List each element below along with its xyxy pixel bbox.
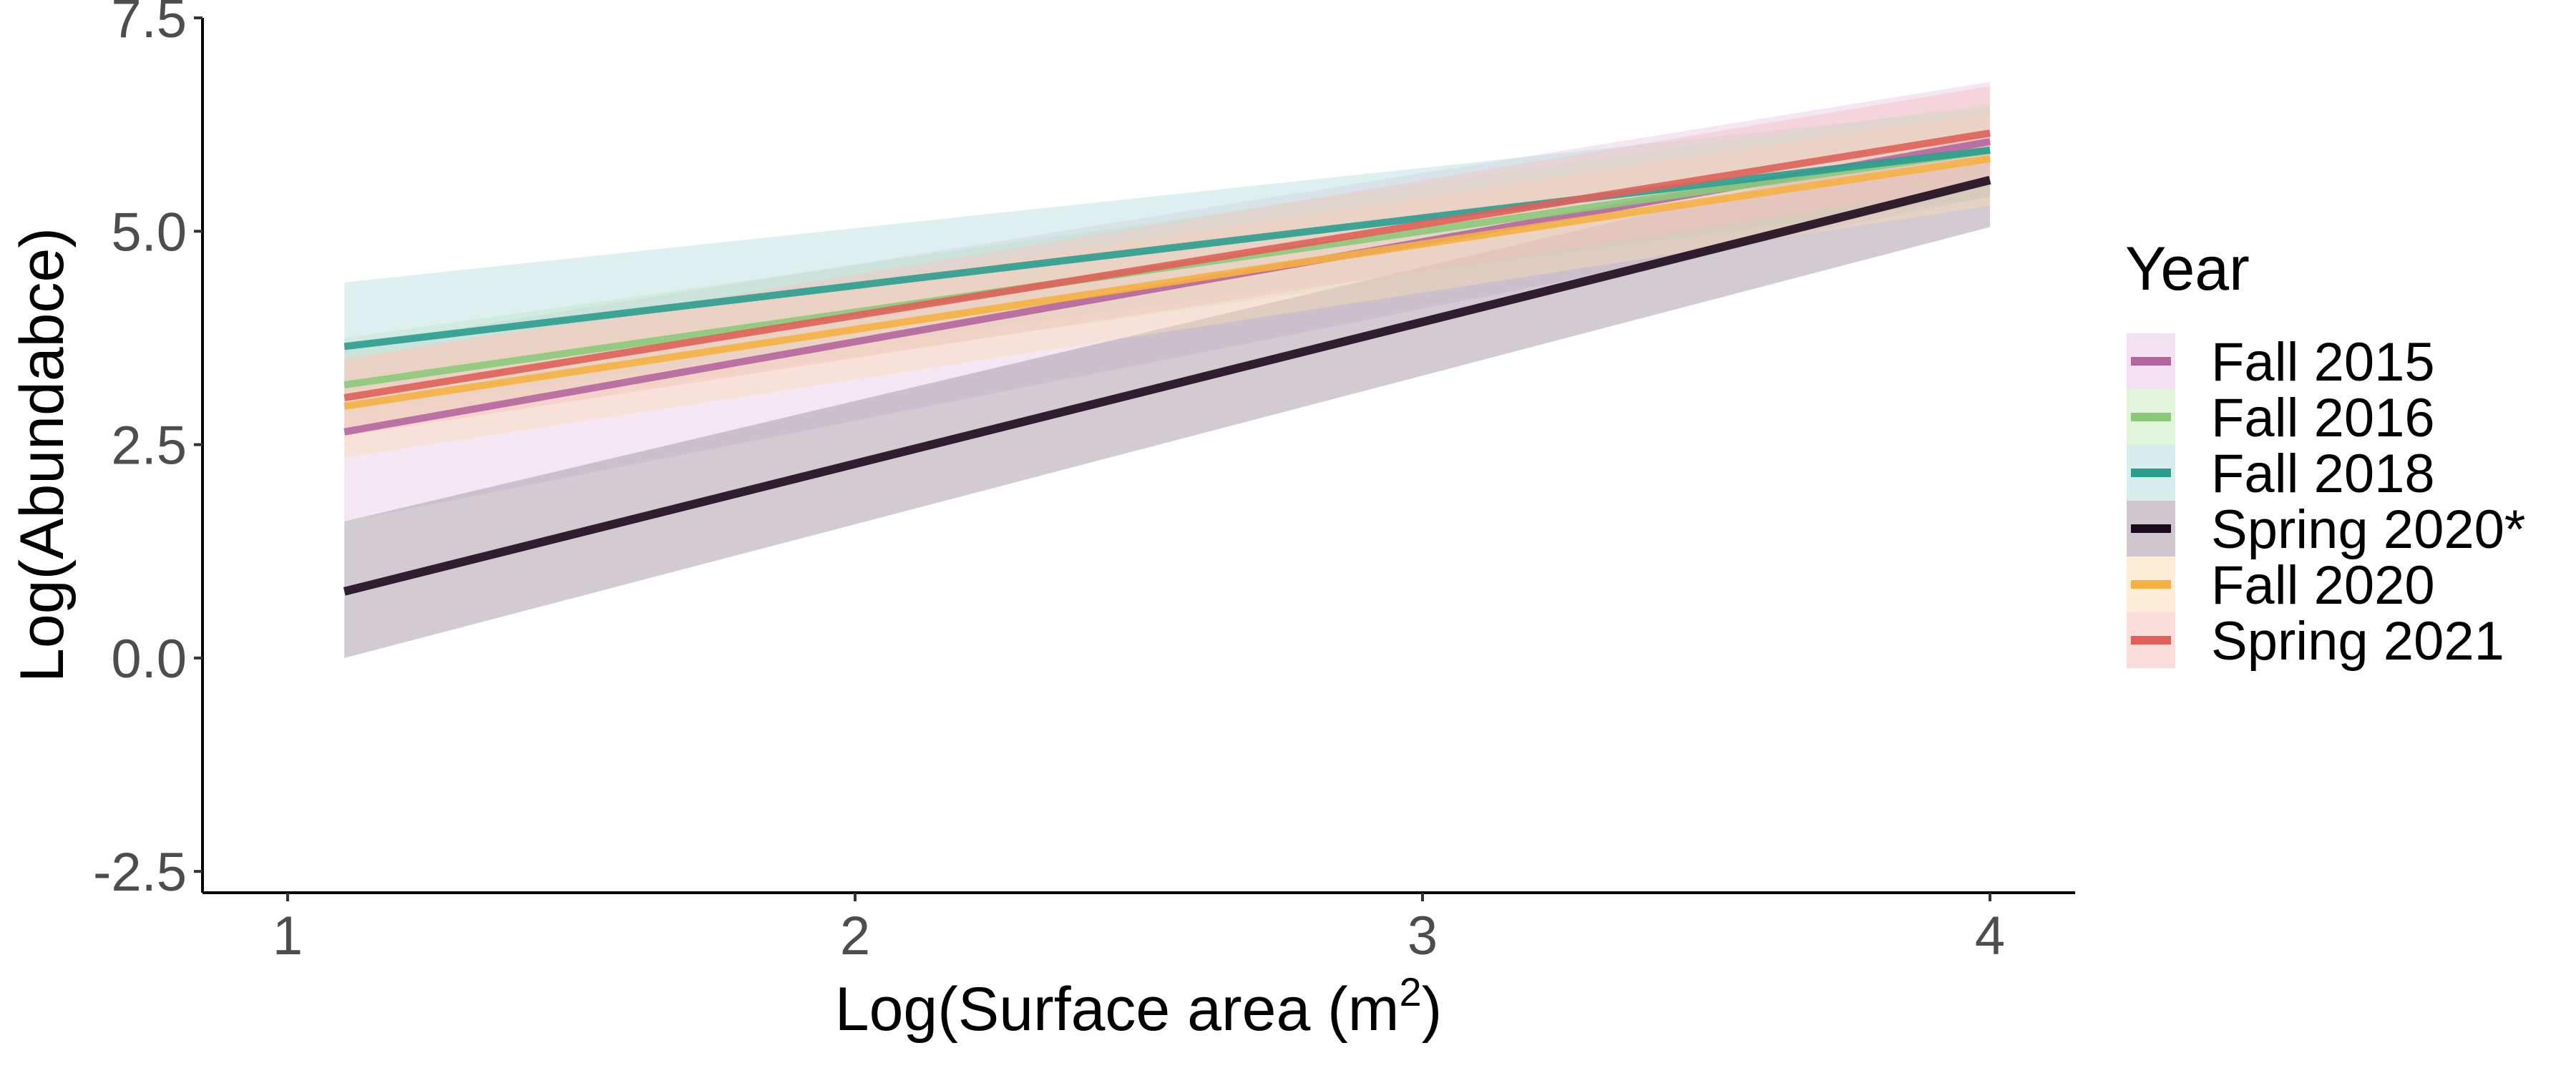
y-tick-label: 7.5 [111,0,187,49]
legend-item: Spring 2021 [2127,611,2504,672]
x-axis-title-main: Log(Surface area (m [835,975,1400,1044]
legend-item: Fall 2020 [2127,555,2435,616]
legend-label: Fall 2016 [2211,388,2435,449]
x-axis-ticks: 1 2 3 4 [273,893,2005,966]
regression-lines [343,129,1991,596]
confidence-band-0 [344,82,1991,521]
legend-label: Spring 2021 [2211,611,2504,672]
x-tick-label: 1 [273,906,303,966]
y-tick-label: -2.5 [93,842,187,903]
confidence-band-5 [344,86,1991,436]
legend-item: Fall 2016 [2127,388,2435,449]
x-axis-title-suffix: ) [1422,975,1443,1044]
legend-label: Fall 2020 [2211,555,2435,616]
series-line-2 [343,146,1991,351]
x-tick-label: 2 [840,906,870,966]
legend-title: Year [2125,235,2250,303]
series-line-3 [343,175,1991,596]
x-tick-label: 3 [1407,906,1438,966]
x-axis-title: Log(Surface area (m2) [835,969,1443,1044]
series-line-5 [343,129,1991,401]
legend-item: Fall 2018 [2127,444,2435,504]
legend-label: Fall 2015 [2211,332,2435,393]
legend-label: Spring 2020* [2211,499,2525,560]
plot-area [343,82,1991,658]
y-tick-label: 0.0 [111,629,187,690]
series-line-4 [343,155,1991,410]
y-tick-label: 5.0 [111,202,187,263]
y-axis-ticks: -2.5 0.0 2.5 5.0 7.5 [93,0,203,903]
legend-item: Fall 2015 [2127,332,2435,393]
y-tick-label: 2.5 [111,416,187,476]
legend-item: Spring 2020* [2127,499,2525,560]
x-axis-title-superscript: 2 [1399,969,1421,1014]
legend-label: Fall 2018 [2211,444,2435,504]
y-axis-title: Log(Abundabce) [8,227,77,682]
confidence-band-3 [344,133,1991,658]
x-tick-label: 4 [1975,906,2005,966]
